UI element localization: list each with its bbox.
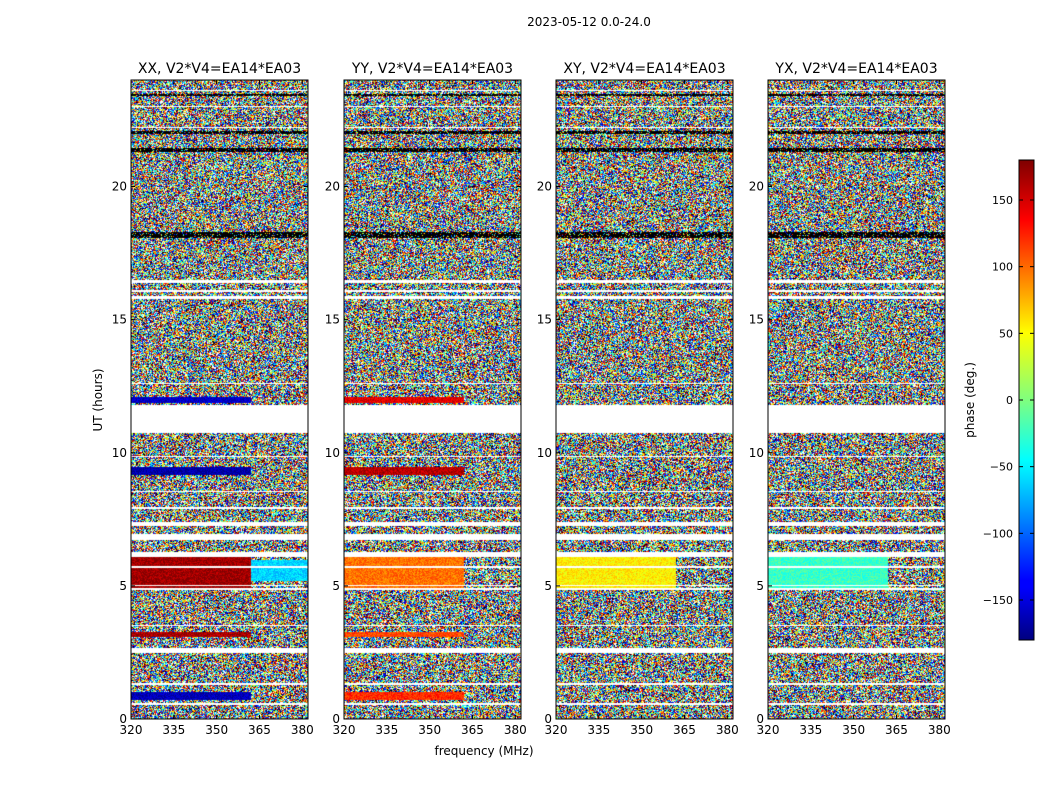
- y-tick-label: 5: [332, 579, 340, 593]
- panel-frame: [767, 79, 946, 720]
- y-tick-label: 10: [749, 446, 764, 460]
- y-tick-label: 20: [749, 180, 764, 194]
- colorbar-tick-label: 50: [999, 327, 1013, 340]
- y-tick-label: 5: [544, 579, 552, 593]
- y-tick-label: 15: [112, 313, 127, 327]
- y-tick-label: 15: [325, 313, 340, 327]
- x-tick-label: 380: [928, 723, 951, 737]
- colorbar-ticks: −150 −100 −50 0 50 100 150: [983, 194, 1034, 607]
- colorbar-tick-label: −150: [983, 594, 1013, 607]
- y-tick-label: 0: [756, 712, 764, 726]
- colorbar-tick-label: 0: [1006, 394, 1013, 407]
- phase-heatmap: [556, 80, 733, 719]
- y-tick-label: 5: [756, 579, 764, 593]
- y-tick-label: 15: [537, 313, 552, 327]
- x-tick-label: 335: [375, 723, 398, 737]
- panel-yx: YX, V2*V4=EA14*EA03 320 335 350 365 380 0 5 10 15…: [749, 61, 951, 737]
- y-tick-label: 20: [325, 180, 340, 194]
- x-axis-label: frequency (MHz): [434, 744, 533, 758]
- figure-title: 2023-05-12 0.0-24.0: [527, 15, 651, 29]
- panel-title: YX, V2*V4=EA14*EA03: [774, 61, 937, 77]
- x-tick-label: 350: [205, 723, 228, 737]
- y-tick-label: 10: [112, 446, 127, 460]
- x-tick-label: 335: [799, 723, 822, 737]
- phase-heatmap: [768, 80, 945, 719]
- panels-group: XX, V2*V4=EA14*EA03 320 335 350 365 380 0 5 10 15…: [112, 61, 951, 737]
- x-tick-label: 335: [162, 723, 185, 737]
- x-tick-label: 365: [673, 723, 696, 737]
- y-tick-label: 0: [119, 712, 127, 726]
- y-tick-label: 10: [537, 446, 552, 460]
- panel-xx: XX, V2*V4=EA14*EA03 320 335 350 365 380 0 5 10 15…: [112, 61, 314, 737]
- x-tick-label: 380: [291, 723, 314, 737]
- x-tick-label: 380: [504, 723, 527, 737]
- x-tick-label: 320: [333, 723, 356, 737]
- x-tick-label: 365: [885, 723, 908, 737]
- x-tick-label: 350: [418, 723, 441, 737]
- x-tick-label: 365: [461, 723, 484, 737]
- panel-yy: YY, V2*V4=EA14*EA03 320 335 350 365 380 0 5 10 15…: [325, 61, 527, 737]
- phase-heatmap: [131, 80, 308, 719]
- y-axis-label: UT (hours): [91, 368, 105, 431]
- panel-frame: [130, 79, 309, 720]
- panel-frame: [343, 79, 522, 720]
- y-tick-label: 10: [325, 446, 340, 460]
- panel-title: XX, V2*V4=EA14*EA03: [138, 61, 301, 77]
- y-tick-label: 20: [537, 180, 552, 194]
- x-tick-label: 380: [716, 723, 739, 737]
- colorbar-tick-label: 150: [992, 194, 1013, 207]
- x-tick-label: 320: [757, 723, 780, 737]
- colorbar-tick-label: −50: [990, 461, 1013, 474]
- y-tick-label: 0: [544, 712, 552, 726]
- y-tick-label: 5: [119, 579, 127, 593]
- panel-title: YY, V2*V4=EA14*EA03: [351, 61, 513, 77]
- x-tick-label: 320: [545, 723, 568, 737]
- colorbar: −150 −100 −50 0 50 100 150 phase (deg.): [963, 159, 1035, 641]
- y-tick-label: 15: [749, 313, 764, 327]
- x-tick-label: 365: [248, 723, 271, 737]
- colorbar-tick-label: 100: [992, 261, 1013, 274]
- colorbar-tick-label: −100: [983, 527, 1013, 540]
- panel-frame: [555, 79, 734, 720]
- x-tick-label: 350: [630, 723, 653, 737]
- x-tick-label: 350: [842, 723, 865, 737]
- panel-title: XY, V2*V4=EA14*EA03: [563, 61, 725, 77]
- x-tick-label: 320: [120, 723, 143, 737]
- x-tick-label: 335: [587, 723, 610, 737]
- y-tick-label: 0: [332, 712, 340, 726]
- phase-heatmap: [344, 80, 521, 719]
- y-tick-label: 20: [112, 180, 127, 194]
- colorbar-label: phase (deg.): [963, 362, 977, 438]
- panel-xy: XY, V2*V4=EA14*EA03 320 335 350 365 380 0 5 10 15…: [537, 61, 739, 737]
